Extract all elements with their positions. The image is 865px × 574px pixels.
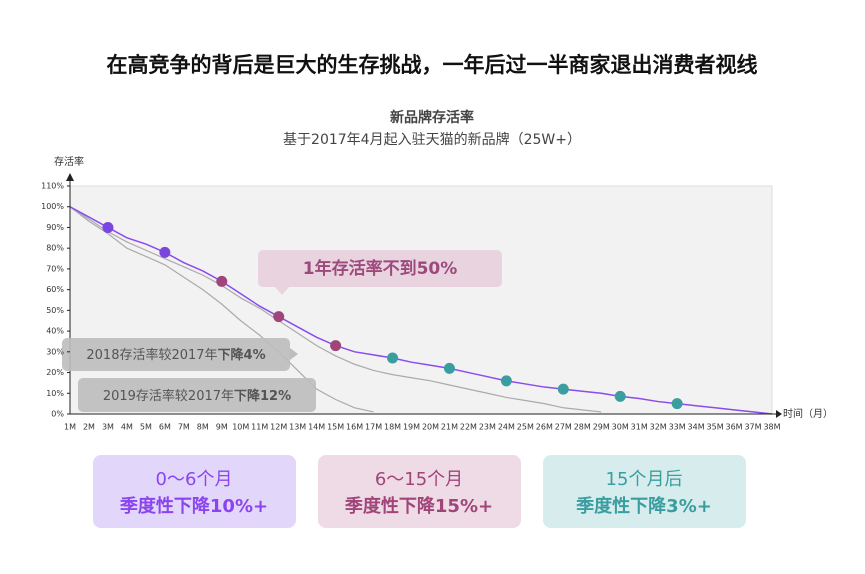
x-tick-label: 12M xyxy=(270,423,287,432)
card-period: 6～15个月 xyxy=(375,469,463,490)
annotation-box xyxy=(258,250,502,287)
y-tick-label: 20% xyxy=(46,368,64,377)
card xyxy=(543,455,746,528)
x-tick-label: 33M xyxy=(669,423,686,432)
x-tick-label: 21M xyxy=(441,423,458,432)
x-tick-label: 9M xyxy=(216,423,228,432)
x-tick-label: 22M xyxy=(460,423,477,432)
x-tick-label: 14M xyxy=(308,423,325,432)
x-tick-label: 7M xyxy=(178,423,190,432)
x-axis-label: 时间（月） xyxy=(783,407,833,420)
x-tick-label: 11M xyxy=(251,423,268,432)
x-tick-label: 4M xyxy=(121,423,133,432)
x-tick-label: 18M xyxy=(384,423,401,432)
card-trend: 季度性下降3%+ xyxy=(576,495,712,517)
x-tick-label: 3M xyxy=(102,423,114,432)
x-tick-label: 17M xyxy=(365,423,382,432)
x-tick-label: 27M xyxy=(555,423,572,432)
y-tick-label: 70% xyxy=(46,264,64,273)
x-tick-label: 29M xyxy=(593,423,610,432)
point xyxy=(614,390,626,402)
point xyxy=(102,221,114,233)
x-tick-label: 6M xyxy=(159,423,171,432)
chart-title: 新品牌存活率 xyxy=(390,109,474,126)
annotation: 1年存活率不到50% xyxy=(303,258,458,279)
point xyxy=(443,362,455,374)
x-tick-label: 24M xyxy=(498,423,515,432)
point xyxy=(330,340,342,352)
card xyxy=(318,455,521,528)
x-tick-label: 2M xyxy=(83,423,95,432)
chart-subtitle: 基于2017年4月起入驻天猫的新品牌（25W+） xyxy=(283,131,581,148)
series-line xyxy=(69,206,773,415)
x-tick-label: 13M xyxy=(289,423,306,432)
x-tick-label: 30M xyxy=(612,423,629,432)
annotation-box xyxy=(62,338,290,371)
card xyxy=(93,455,296,528)
x-tick-label: 25M xyxy=(517,423,534,432)
y-tick-label: 110% xyxy=(41,182,64,191)
point xyxy=(500,375,512,387)
y-tick-label: 90% xyxy=(46,223,64,232)
y-tick-label: 100% xyxy=(41,202,64,211)
x-tick-label: 1M xyxy=(64,423,76,432)
series-line xyxy=(69,206,374,413)
annotation: 2019存活率较2017年下降12% xyxy=(103,388,291,404)
point xyxy=(671,398,683,410)
annotation: 2018存活率较2017年下降4% xyxy=(86,347,265,363)
annotation-text: 2018存活率较2017年 xyxy=(86,347,217,363)
x-tick-label: 15M xyxy=(327,423,344,432)
plot-area xyxy=(69,185,773,415)
x-tick-label: 26M xyxy=(536,423,553,432)
x-tick-label: 31M xyxy=(631,423,648,432)
annotation-bold: 下降12% xyxy=(234,388,291,404)
annotation-pointer xyxy=(290,348,298,360)
annotation-bold: 下降4% xyxy=(218,347,266,363)
card-period: 15个月后 xyxy=(606,469,683,490)
point xyxy=(159,246,171,258)
card-period: 0～6个月 xyxy=(156,469,233,490)
point xyxy=(216,275,228,287)
x-tick-label: 8M xyxy=(197,423,209,432)
x-tick-label: 23M xyxy=(479,423,496,432)
card-trend: 季度性下降10%+ xyxy=(120,495,268,517)
x-tick-label: 19M xyxy=(403,423,420,432)
x-tick-label: 37M xyxy=(744,423,761,432)
y-tick-label: 40% xyxy=(46,327,64,336)
annotation-text: 2019存活率较2017年 xyxy=(103,388,234,404)
x-tick-label: 20M xyxy=(422,423,439,432)
x-tick-label: 38M xyxy=(763,423,780,432)
y-tick-label: 30% xyxy=(46,347,64,356)
x-tick-label: 10M xyxy=(232,423,249,432)
x-tick-label: 35M xyxy=(707,423,724,432)
y-tick-label: 50% xyxy=(46,306,64,315)
point xyxy=(273,311,285,323)
y-arrow xyxy=(66,173,74,181)
card-trend: 季度性下降15%+ xyxy=(345,495,493,517)
y-tick-label: 0% xyxy=(51,410,64,419)
x-tick-label: 28M xyxy=(574,423,591,432)
y-axis-label: 存活率 xyxy=(54,155,84,168)
x-tick-label: 34M xyxy=(688,423,705,432)
x-tick-label: 16M xyxy=(346,423,363,432)
x-tick-label: 32M xyxy=(650,423,667,432)
point xyxy=(557,383,569,395)
y-tick-label: 80% xyxy=(46,244,64,253)
x-arrow xyxy=(776,410,782,418)
headline: 在高竞争的背后是巨大的生存挑战，一年后过一半商家退出消费者视线 xyxy=(107,53,758,77)
annotation-box xyxy=(78,378,316,412)
x-tick-label: 5M xyxy=(140,423,152,432)
point xyxy=(387,352,399,364)
y-tick-label: 60% xyxy=(46,285,64,294)
series-line xyxy=(69,206,602,413)
x-tick-label: 36M xyxy=(726,423,743,432)
y-tick-label: 10% xyxy=(46,389,64,398)
annotation-pointer xyxy=(275,287,289,295)
